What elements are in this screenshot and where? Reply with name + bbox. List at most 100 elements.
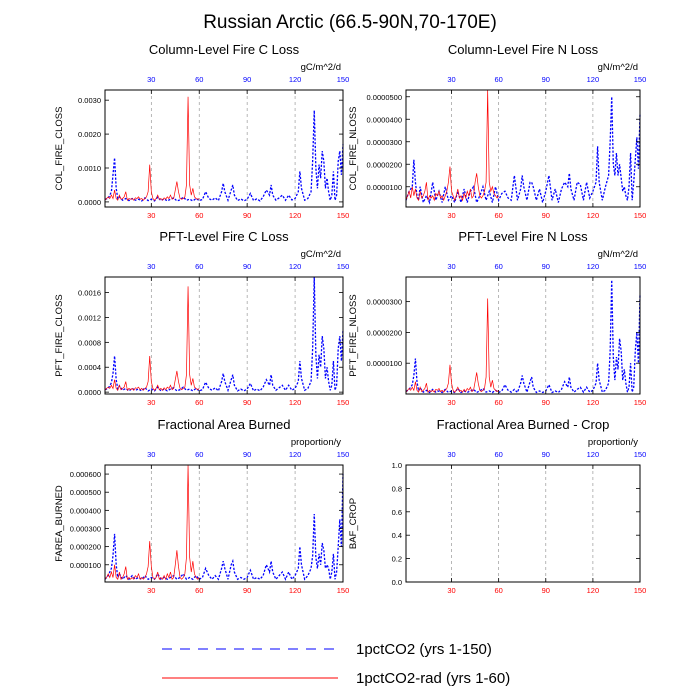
x-tick-label-bottom: 120 xyxy=(587,398,600,407)
panel-title: Fractional Area Burned xyxy=(158,417,291,432)
x-tick-label-top: 30 xyxy=(147,262,155,271)
y-tick-label: 0.0010 xyxy=(78,164,101,173)
y-tick-label: 0.0012 xyxy=(78,313,101,322)
x-tick-label-bottom: 120 xyxy=(289,586,302,595)
units-label: proportion/y xyxy=(588,437,638,448)
x-tick-label-bottom: 150 xyxy=(634,211,647,220)
x-tick-label-bottom: 90 xyxy=(243,586,251,595)
units-label: gC/m^2/d xyxy=(301,249,341,260)
x-tick-label-bottom: 150 xyxy=(337,211,350,220)
y-tick-label: 0.2 xyxy=(392,555,402,564)
y-tick-label: 0.000100 xyxy=(70,561,101,570)
y-tick-label: 0.0000100 xyxy=(367,359,402,368)
units-label: gN/m^2/d xyxy=(598,249,638,260)
y-axis-label: PFT_FIRE_NLOSS xyxy=(348,294,359,376)
x-tick-label-top: 60 xyxy=(195,450,203,459)
series-line-1pctco2-rad xyxy=(405,89,499,202)
x-tick-label-bottom: 150 xyxy=(634,586,647,595)
x-tick-label-bottom: 30 xyxy=(147,586,155,595)
units-label: gC/m^2/d xyxy=(301,62,341,73)
x-tick-label-bottom: 90 xyxy=(542,211,550,220)
x-tick-label-bottom: 150 xyxy=(634,398,647,407)
y-tick-label: 0.0000 xyxy=(78,388,101,397)
x-tick-label-top: 60 xyxy=(195,262,203,271)
x-tick-label-top: 120 xyxy=(289,75,302,84)
plot-frame xyxy=(104,464,344,583)
series-line-1pctco2 xyxy=(405,96,641,205)
y-tick-label: 0.0016 xyxy=(78,289,101,298)
x-tick-label-top: 30 xyxy=(147,450,155,459)
series-line-1pctco2 xyxy=(104,276,344,393)
panel-title: PFT-Level Fire N Loss xyxy=(458,229,588,244)
x-tick-label-top: 60 xyxy=(494,75,502,84)
x-tick-label-top: 150 xyxy=(337,450,350,459)
x-tick-label-top: 30 xyxy=(447,75,455,84)
y-tick-label: 0.0000200 xyxy=(367,328,402,337)
y-tick-label: 0.0000300 xyxy=(367,298,402,307)
x-tick-label-top: 120 xyxy=(289,450,302,459)
y-tick-label: 0.000400 xyxy=(70,506,101,515)
y-tick-label: 0.000500 xyxy=(70,488,101,497)
y-tick-label: 0.0000200 xyxy=(367,160,402,169)
x-tick-label-top: 90 xyxy=(243,75,251,84)
x-tick-label-bottom: 120 xyxy=(289,398,302,407)
y-tick-label: 0.0 xyxy=(392,578,402,587)
y-tick-label: 0.0000400 xyxy=(367,115,402,124)
x-tick-label-bottom: 90 xyxy=(243,211,251,220)
units-label: gN/m^2/d xyxy=(598,62,638,73)
x-tick-label-top: 150 xyxy=(634,450,647,459)
x-tick-label-bottom: 30 xyxy=(147,211,155,220)
panel-4: PFT-Level Fire N Loss gN/m^2/d 30 60 90 120 15… xyxy=(348,229,646,407)
x-tick-label-bottom: 60 xyxy=(494,398,502,407)
panel-title: Fractional Area Burned - Crop xyxy=(437,417,610,432)
y-tick-label: 0.6 xyxy=(392,508,402,517)
panel-title: Column-Level Fire C Loss xyxy=(149,42,300,57)
x-tick-label-top: 30 xyxy=(447,450,455,459)
x-tick-label-bottom: 120 xyxy=(587,586,600,595)
y-axis-label: BAF_CROP xyxy=(348,498,359,549)
y-tick-label: 0.000200 xyxy=(70,543,101,552)
x-tick-label-bottom: 30 xyxy=(147,398,155,407)
plot-frame xyxy=(405,464,641,583)
x-tick-label-bottom: 90 xyxy=(243,398,251,407)
series-line-1pctco2-rad xyxy=(104,286,200,392)
y-tick-label: 0.0008 xyxy=(78,338,101,347)
x-tick-label-top: 120 xyxy=(587,75,600,84)
y-tick-label: 0.000600 xyxy=(70,470,101,479)
plot-frame xyxy=(405,276,641,395)
panel-title: PFT-Level Fire C Loss xyxy=(159,229,289,244)
x-tick-label-bottom: 90 xyxy=(542,586,550,595)
x-tick-label-top: 30 xyxy=(447,262,455,271)
legend: 1pctCO2 (yrs 1-150) 1pctCO2-rad (yrs 1-60… xyxy=(162,641,510,687)
figure-title: Russian Arctic (66.5-90N,70-170E) xyxy=(203,12,497,33)
y-axis-label: COL_FIRE_NLOSS xyxy=(348,107,359,191)
y-axis-label: FAREA_BURNED xyxy=(54,485,65,562)
plot-frame xyxy=(104,276,344,395)
panel-title: Column-Level Fire N Loss xyxy=(448,42,599,57)
x-tick-label-top: 60 xyxy=(494,262,502,271)
x-tick-label-bottom: 60 xyxy=(494,586,502,595)
y-tick-label: 0.8 xyxy=(392,484,402,493)
x-tick-label-top: 90 xyxy=(542,75,550,84)
x-tick-label-bottom: 90 xyxy=(542,398,550,407)
series-line-1pctco2 xyxy=(405,280,641,395)
x-tick-label-bottom: 150 xyxy=(337,398,350,407)
x-tick-label-top: 120 xyxy=(587,450,600,459)
y-tick-label: 0.0004 xyxy=(78,363,101,372)
y-tick-label: 0.000300 xyxy=(70,524,101,533)
x-tick-label-bottom: 120 xyxy=(587,211,600,220)
y-tick-label: 0.0000 xyxy=(78,198,101,207)
series-line-1pctco2-rad xyxy=(104,96,200,201)
x-tick-label-bottom: 30 xyxy=(447,586,455,595)
legend-label: 1pctCO2-rad (yrs 1-60) xyxy=(356,670,510,687)
y-tick-label: 0.0030 xyxy=(78,96,101,105)
x-tick-label-top: 90 xyxy=(542,262,550,271)
x-tick-label-top: 90 xyxy=(542,450,550,459)
y-axis-label: COL_FIRE_CLOSS xyxy=(54,107,65,191)
y-tick-label: 0.0000300 xyxy=(367,138,402,147)
x-tick-label-top: 90 xyxy=(243,262,251,271)
x-tick-label-top: 150 xyxy=(634,75,647,84)
